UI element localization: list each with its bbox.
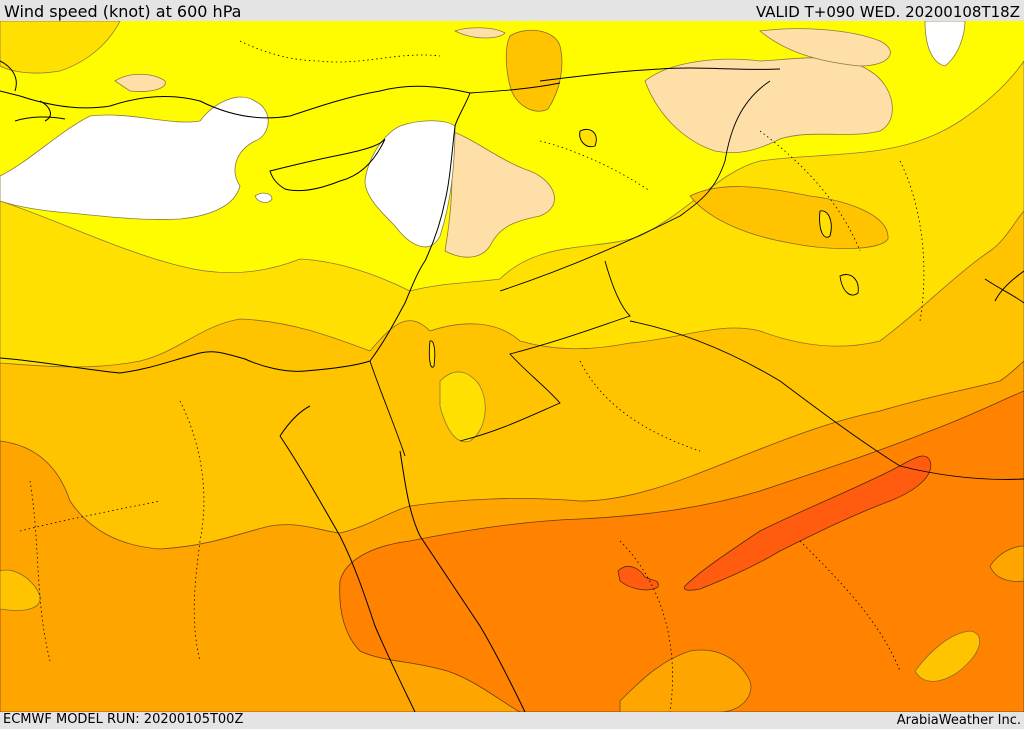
- coastlines: [0, 60, 1024, 712]
- wind-band-1-small-2: [453, 27, 506, 39]
- calm-area-med-west: [0, 96, 269, 220]
- coastline-black-sea: [539, 67, 781, 82]
- header-bar: Wind speed (knot) at 600 hPa VALID T+090…: [0, 0, 1024, 22]
- coastline-suez: [279, 405, 311, 437]
- wind-band-7: [683, 455, 932, 591]
- coastline-cyprus: [269, 138, 386, 192]
- wind-speed-map: [0, 21, 1024, 712]
- lake-urmia: [819, 210, 832, 238]
- footer-bar: ECMWF MODEL RUN: 20200105T00Z ArabiaWeat…: [0, 712, 1024, 729]
- coastline-persian-gulf: [994, 270, 1024, 302]
- admin-line-5: [759, 130, 861, 252]
- admin-line-2: [19, 500, 161, 532]
- border-turkey-syria: [469, 82, 561, 94]
- lake-tharthar: [839, 274, 859, 296]
- admin-line-1: [179, 400, 205, 662]
- wind-band-1-iraq: [644, 57, 893, 154]
- wind-band-4-patch-nw: [0, 21, 121, 74]
- border-jordan-saudi: [459, 260, 631, 442]
- coastline-aegean: [0, 60, 51, 122]
- credit-label: ArabiaWeather Inc.: [896, 713, 1021, 728]
- calm-area-caspian: [924, 21, 966, 67]
- admin-lines: [19, 40, 925, 712]
- wind-band-5-patch-s: [619, 649, 752, 712]
- wind-band-4-patch-se: [914, 630, 980, 682]
- wind-band-4-patch-ne: [505, 29, 563, 112]
- border-saudi-east: [984, 278, 1024, 304]
- border-syria-iraq: [499, 80, 771, 292]
- wind-band-5-patch-se: [989, 545, 1024, 582]
- calm-area-small: [254, 192, 273, 203]
- lake-van: [579, 128, 597, 148]
- wind-band-6: [339, 390, 1024, 712]
- borders: [369, 80, 1024, 480]
- dead-sea: [428, 340, 436, 368]
- admin-line-10: [29, 480, 51, 662]
- wind-band-4-patch-sw: [0, 569, 41, 611]
- map-canvas: [0, 21, 1024, 712]
- coastline-red-sea-east: [399, 450, 526, 712]
- model-run-label: ECMWF MODEL RUN: 20200105T00Z: [3, 712, 244, 727]
- coastline-levant: [424, 92, 471, 262]
- wind-band-4-tongue: [689, 186, 889, 249]
- coastline-red-sea-west: [279, 435, 416, 712]
- map-title: Wind speed (knot) at 600 hPa: [4, 2, 242, 21]
- valid-time: VALID T+090 WED. 20200108T18Z: [755, 3, 1020, 21]
- coastline-north-africa: [0, 260, 426, 374]
- wind-band-3-patch: [439, 371, 486, 443]
- wind-band-1-levant: [444, 130, 555, 258]
- border-iraq-saudi: [629, 320, 1024, 480]
- border-sinai: [369, 360, 406, 457]
- wind-band-1-small: [114, 73, 166, 92]
- wind-band-1-north: [759, 28, 891, 67]
- lakes: [428, 128, 859, 368]
- wind-band-7-patch: [617, 565, 659, 591]
- coastline-anatolia: [0, 85, 471, 119]
- coastline-crete: [14, 116, 66, 122]
- admin-line-8: [539, 140, 651, 192]
- admin-line-4: [619, 540, 673, 712]
